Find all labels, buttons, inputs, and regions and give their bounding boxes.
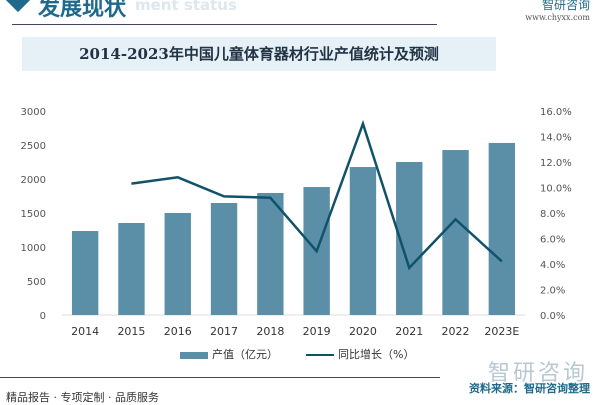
x-tick-label: 2015 [117,325,145,338]
footer-divider [0,377,440,378]
legend-line-label: 同比增长（%） [338,348,414,361]
x-tick-label: 2014 [71,325,99,338]
source-note: 资料来源：智研咨询整理 [469,380,590,396]
y-right-tick-label: 0.0% [540,311,565,322]
bar-2020 [350,167,376,315]
legend-bar-swatch [180,352,208,359]
bar-2022 [442,150,468,315]
x-tick-label: 2022 [442,325,470,338]
y-right-tick-label: 16.0% [540,107,572,118]
bar-2015 [118,223,144,315]
x-tick-label: 2023E [484,325,519,338]
legend-bar-label: 产值（亿元） [212,348,278,361]
bar-2023E [489,143,515,315]
bar-2017 [211,203,237,315]
y-right-tick-label: 8.0% [540,209,565,220]
y-right-tick-label: 10.0% [540,184,572,195]
x-tick-label: 2016 [164,325,192,338]
y-right-tick-label: 12.0% [540,158,572,169]
y-left-tick-label: 3000 [21,107,46,118]
y-left-tick-label: 2000 [21,175,46,186]
bar-2016 [165,213,191,315]
y-left-tick-label: 1000 [21,243,46,254]
footer-slogan: 精品报告 · 专项定制 · 品质服务 [6,389,159,405]
y-right-tick-label: 14.0% [540,133,572,144]
y-left-tick-label: 2500 [21,141,46,152]
y-right-tick-label: 2.0% [540,286,565,297]
x-tick-label: 2017 [210,325,238,338]
x-tick-label: 2018 [256,325,284,338]
y-left-tick-label: 500 [27,277,46,288]
x-tick-label: 2019 [303,325,331,338]
y-left-tick-label: 0 [40,311,46,322]
legend-line-swatch [306,354,334,356]
legend-line: 同比增长（%） [306,346,414,362]
x-tick-label: 2021 [395,325,423,338]
bar-2014 [72,231,98,315]
y-right-tick-label: 4.0% [540,260,565,271]
y-left-tick-label: 1500 [21,209,46,220]
bar-2018 [257,193,283,315]
legend: 产值（亿元） 同比增长（%） [180,346,414,362]
y-right-tick-label: 6.0% [540,235,565,246]
legend-bar: 产值（亿元） [180,346,278,362]
x-tick-label: 2020 [349,325,377,338]
